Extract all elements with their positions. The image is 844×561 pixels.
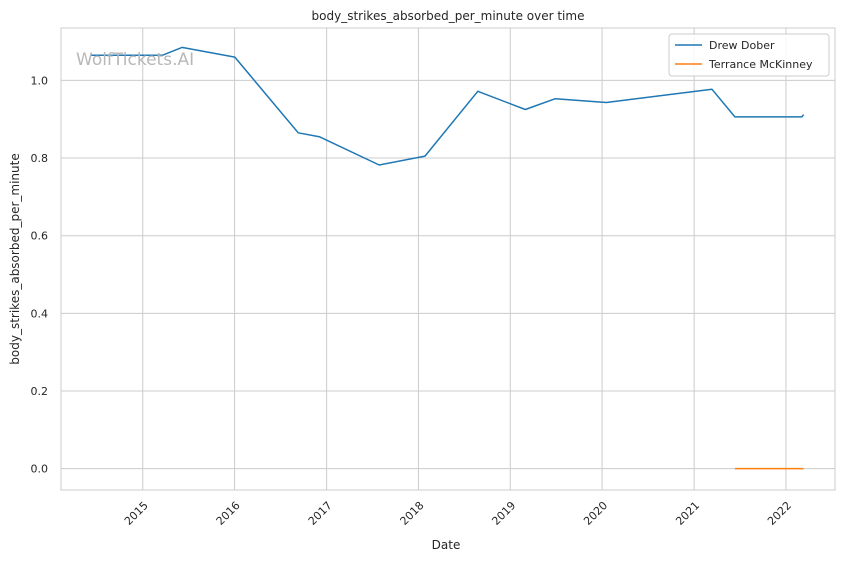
y-ticks: 0.0 0.2 0.4 0.6 0.8 1.0 — [31, 74, 49, 475]
plot-area — [60, 27, 836, 491]
x-tick-label: 2020 — [581, 499, 610, 528]
x-ticks: 2015 2016 2017 2018 2019 2020 2021 2022 — [122, 499, 794, 528]
legend-label-drew-dober: Drew Dober — [709, 39, 775, 52]
legend-label-terrance-mckinney: Terrance McKinney — [708, 58, 813, 71]
x-tick-label: 2022 — [765, 499, 794, 528]
legend-box — [668, 33, 830, 77]
x-tick-label: 2016 — [214, 499, 243, 528]
x-tick-label: 2019 — [489, 499, 518, 528]
y-axis-title: body_strikes_absorbed_per_minute — [8, 153, 22, 364]
x-axis-title: Date — [432, 538, 461, 552]
y-tick-label: 1.0 — [31, 74, 49, 87]
series-lines — [90, 46, 805, 470]
x-tick-label: 2017 — [306, 499, 335, 528]
y-tick-label: 0.2 — [31, 385, 49, 398]
y-tick-label: 0.6 — [31, 230, 49, 243]
y-tick-label: 0.4 — [31, 307, 49, 320]
y-tick-label: 0.8 — [31, 152, 49, 165]
grid — [61, 28, 835, 490]
y-tick-label: 0.0 — [31, 463, 49, 476]
chart-title: body_strikes_absorbed_per_minute over ti… — [312, 9, 585, 23]
series-line-drew-dober — [90, 46, 805, 166]
x-tick-label: 2021 — [673, 499, 702, 528]
x-tick-label: 2018 — [398, 499, 427, 528]
legend: Drew Dober Terrance McKinney — [668, 33, 830, 77]
x-tick-label: 2015 — [122, 499, 151, 528]
watermark: WolfTickets.AI — [76, 50, 194, 70]
